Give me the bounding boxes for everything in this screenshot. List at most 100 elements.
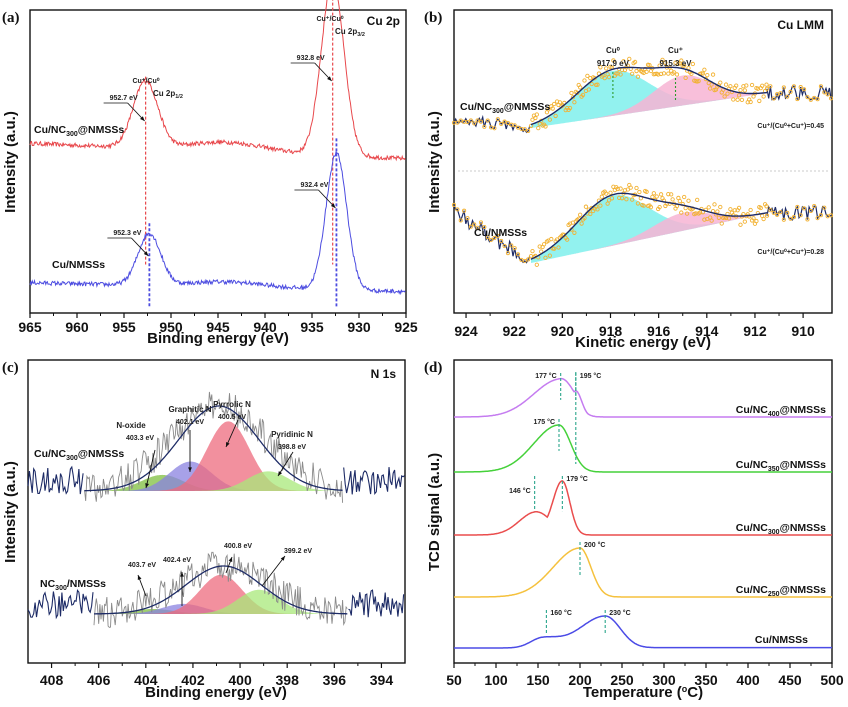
panel-b-y-axis-label: Intensity (a.u.) — [426, 111, 443, 213]
panel-d-peak-temperature: 175 °C — [534, 418, 555, 426]
panel-b-data-point — [515, 125, 521, 130]
panel-b-data-point — [492, 126, 497, 131]
panel-a-annotation-arrow-head — [327, 76, 332, 81]
panel-c-annotation-arrow-head — [188, 467, 192, 472]
panel-c-x-tick-label: 402 — [181, 672, 205, 688]
panel-b-data-point — [543, 255, 548, 260]
panel-a-series-line — [29, 0, 406, 162]
panel-b-data-point — [588, 211, 593, 217]
panel-b-data-point — [579, 221, 584, 226]
panel-d-h2tpr: (d) Temperature (oC) TCD signal (a.u.) 1… — [424, 359, 844, 701]
panel-d-x-tick-label: 400 — [736, 672, 760, 688]
label-subscript: 3/2 — [357, 32, 365, 38]
panel-b-data-point — [515, 252, 521, 257]
panel-a-annotation-arrow-head — [140, 116, 145, 121]
panel-b-data-point — [567, 105, 573, 111]
panel-b-data-point — [644, 69, 649, 74]
panel-b-data-point — [795, 97, 800, 102]
panel-b-data-point — [802, 87, 807, 92]
panel-b-x-tick-label: 920 — [551, 323, 575, 339]
panel-b-data-point — [663, 60, 668, 65]
panel-a-peak-value: 932.8 eV — [297, 55, 325, 62]
panel-b-data-point — [554, 237, 560, 242]
panel-d-peak-temperature: 177 °C — [535, 372, 556, 380]
panel-b-component-value: 917.9 eV — [597, 59, 630, 68]
panel-b-data-point — [495, 233, 500, 239]
panel-b-data-point — [697, 210, 703, 215]
panel-c-component-value: 402.1 eV — [176, 419, 204, 426]
panel-b-data-point — [666, 192, 671, 197]
panel-a-x-tick-label: 930 — [347, 319, 371, 335]
panel-b-data-point — [526, 128, 531, 134]
label-subscript: 300 — [55, 585, 67, 592]
panel-b-data-point — [712, 202, 717, 207]
panel-c-component-value: 403.3 eV — [126, 435, 154, 442]
panel-b-data-point — [822, 90, 827, 95]
panel-c-raw-edge — [348, 589, 405, 618]
panel-b-data-point — [828, 96, 834, 101]
panel-d-x-tick-label: 350 — [694, 672, 718, 688]
label-main: Cu/NC — [736, 522, 768, 534]
panel-b-data-point — [485, 118, 490, 123]
panel-b-data-point — [723, 82, 729, 87]
label-main: Cu/NMSSs — [474, 227, 527, 239]
panel-b-data-point — [805, 217, 810, 222]
panel-b-data-point — [624, 197, 629, 202]
panel-c-annotation-arrow — [225, 419, 239, 448]
panel-b-data-point — [781, 217, 786, 222]
panel-c-raw-data — [93, 551, 348, 628]
panel-b-data-point — [605, 201, 610, 206]
panel-b-data-point — [455, 120, 460, 125]
panel-d-x-tick-label: 150 — [526, 672, 550, 688]
panel-b-data-point — [502, 119, 507, 124]
panel-b-data-point — [611, 58, 616, 63]
panel-b-data-point — [533, 115, 538, 121]
panel-d-frame — [453, 359, 833, 664]
panel-a-x-tick-label: 965 — [18, 319, 42, 335]
panel-b-data-point — [451, 202, 457, 208]
panel-b-data-point — [726, 216, 732, 221]
panel-b-data-point — [808, 208, 813, 214]
panel-b-data-point — [716, 215, 721, 220]
label-subscript: 300 — [492, 108, 504, 115]
panel-b-data-point — [706, 205, 711, 210]
panel-a-x-tick-label: 925 — [394, 319, 418, 335]
panel-b-data-point — [475, 225, 480, 230]
panel-b-data-point — [632, 59, 638, 65]
panel-b-data-point — [585, 73, 590, 79]
panel-b-data-point — [628, 185, 633, 190]
panel-b-data-point — [764, 82, 769, 87]
panel-a-x-axis-label: Binding energy (eV) — [147, 330, 289, 347]
panel-b-data-point — [699, 71, 704, 76]
panel-b-data-point — [502, 243, 507, 249]
panel-b-data-point — [468, 118, 473, 123]
panel-b-data-point — [534, 262, 539, 267]
panel-b-data-point — [634, 68, 639, 74]
panel-b-data-point — [771, 96, 776, 101]
panel-b-data-point — [602, 75, 607, 81]
panel-b-culmm: (b) Cu LMM Kinetic energy (eV) Intensity… — [424, 9, 834, 351]
panel-b-data-point — [650, 194, 655, 200]
panel-b-data-point — [736, 93, 742, 98]
panel-d-y-axis-label: TCD signal (a.u.) — [426, 453, 443, 571]
label-tail: /NMSSs — [67, 578, 106, 590]
panel-a-species-label: Cu⁺/Cu⁰ — [316, 15, 343, 23]
panel-b-data-point — [723, 215, 729, 221]
panel-b-data-point — [791, 215, 797, 220]
panel-b-x-tick-label: 924 — [454, 323, 478, 339]
panel-c-annotation-arrow-head — [280, 556, 285, 561]
label-main: Cu 2p — [335, 27, 357, 36]
panel-b-data-point — [475, 118, 480, 123]
panel-d-x-tick-label: 100 — [484, 672, 508, 688]
panel-b-data-point — [569, 90, 574, 96]
panel-b-data-point — [522, 127, 527, 132]
panel-c-component-value: 399.2 eV — [284, 548, 312, 555]
panel-b-data-point — [791, 84, 797, 89]
panel-a-x-tick-label: 960 — [65, 319, 89, 335]
label-tail: @NMSSs — [780, 459, 827, 471]
panel-b-data-point — [679, 58, 684, 63]
panel-c-component-pyridinic-n — [84, 471, 344, 491]
panel-b-data-point — [458, 218, 463, 223]
panel-b-data-point — [749, 82, 755, 88]
panel-b-data-point — [671, 70, 677, 75]
